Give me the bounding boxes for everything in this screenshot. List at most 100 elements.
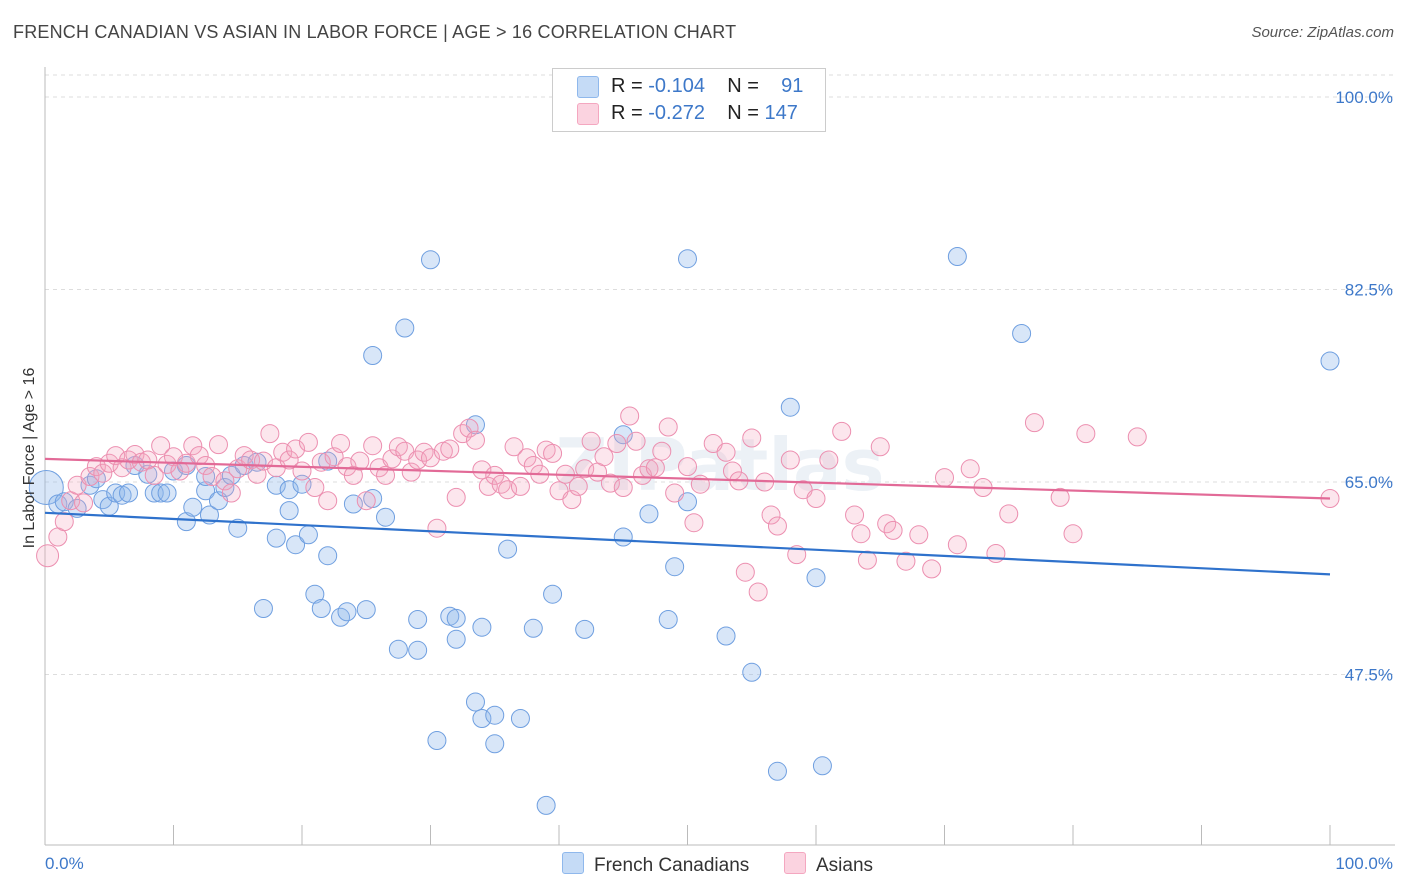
- y-tick-label: 47.5%: [1345, 666, 1393, 685]
- point-asians: [819, 450, 839, 470]
- point-asians: [427, 518, 447, 538]
- legend-r-value: -0.104: [648, 75, 705, 97]
- point-french-canadians: [183, 497, 203, 517]
- bottom-legend-label: Asians: [816, 855, 874, 876]
- point-french-canadians: [292, 474, 312, 494]
- point-asians: [446, 487, 466, 507]
- point-french-canadians: [472, 709, 492, 728]
- point-asians: [343, 465, 363, 485]
- y-axis-label: In Labor Force | Age > 16: [21, 368, 38, 549]
- point-french-canadians: [716, 626, 736, 646]
- point-asians: [678, 457, 697, 477]
- point-french-canadians: [465, 692, 485, 712]
- bottom-legend-label: French Canadians: [594, 855, 750, 876]
- point-asians: [1024, 413, 1044, 433]
- point-french-canadians: [157, 483, 177, 503]
- point-asians: [851, 524, 871, 544]
- point-french-canadians: [343, 494, 363, 514]
- legend-swatch-asians: [577, 103, 599, 125]
- point-french-canadians: [228, 518, 248, 538]
- point-asians: [735, 562, 755, 582]
- chart-title: FRENCH CANADIAN VS ASIAN IN LABOR FORCE …: [13, 22, 737, 42]
- point-french-canadians: [485, 734, 505, 754]
- point-french-canadians: [812, 756, 832, 776]
- point-asians: [221, 483, 241, 503]
- point-french-canadians: [388, 639, 408, 659]
- point-french-canadians: [665, 557, 685, 577]
- point-french-canadians: [575, 619, 595, 639]
- legend-r-label: R =: [611, 75, 643, 97]
- point-french-canadians: [176, 512, 196, 532]
- point-asians: [151, 436, 171, 456]
- point-asians: [684, 513, 704, 533]
- point-asians: [594, 447, 614, 467]
- point-asians: [748, 582, 768, 602]
- point-french-canadians: [510, 709, 530, 728]
- point-french-canadians: [780, 397, 800, 417]
- point-french-canadians: [151, 483, 171, 503]
- point-asians: [504, 437, 524, 457]
- x-tick-label: 100.0%: [1335, 854, 1393, 873]
- point-asians: [74, 493, 94, 513]
- point-asians: [54, 512, 74, 532]
- point-asians: [999, 504, 1019, 524]
- point-asians: [318, 491, 338, 511]
- point-french-canadians: [421, 250, 440, 270]
- point-asians: [767, 516, 787, 536]
- point-asians: [459, 418, 479, 438]
- point-asians: [465, 430, 485, 450]
- point-asians: [376, 465, 396, 485]
- trendline-asians: [44, 457, 1331, 500]
- point-french-canadians: [947, 247, 967, 266]
- point-asians: [575, 459, 595, 479]
- point-french-canadians: [658, 610, 678, 629]
- legend-swatch-french-canadians: [577, 76, 599, 98]
- point-asians: [1063, 524, 1083, 544]
- point-asians: [414, 442, 434, 462]
- stats-legend: R = -0.104 N = 91 R = -0.272 N = 147: [552, 68, 826, 132]
- point-french-canadians: [286, 535, 306, 555]
- point-asians: [260, 424, 280, 444]
- point-french-canadians: [196, 467, 216, 486]
- point-french-canadians: [485, 705, 505, 725]
- point-asians: [144, 465, 164, 485]
- point-asians: [806, 489, 826, 508]
- point-asians: [600, 473, 620, 493]
- point-asians: [543, 443, 563, 463]
- point-asians: [196, 456, 216, 475]
- point-asians: [761, 505, 781, 525]
- y-tick-label: 82.5%: [1345, 281, 1393, 300]
- point-asians: [626, 431, 646, 451]
- point-asians: [472, 460, 492, 480]
- legend-r-value: -0.272: [648, 102, 705, 124]
- y-tick-label: 100.0%: [1335, 88, 1393, 107]
- x-tick-label: 0.0%: [45, 854, 84, 873]
- trendline-french-canadians: [44, 511, 1331, 576]
- point-asians: [292, 461, 312, 481]
- source-label: Source: ZipAtlas.com: [1251, 24, 1394, 41]
- y-tick-label: 65.0%: [1345, 473, 1393, 492]
- point-asians: [960, 459, 980, 479]
- point-asians: [857, 550, 877, 570]
- point-french-canadians: [331, 607, 351, 627]
- point-asians: [845, 505, 865, 525]
- point-asians: [208, 435, 228, 455]
- point-asians: [498, 480, 518, 500]
- point-french-canadians: [806, 568, 826, 588]
- point-french-canadians: [311, 599, 331, 618]
- point-asians: [298, 432, 318, 452]
- point-french-canadians: [427, 731, 447, 750]
- point-french-canadians: [613, 527, 633, 547]
- point-french-canadians: [472, 617, 492, 637]
- legend-n-label: N =: [727, 75, 759, 97]
- point-asians: [1127, 427, 1147, 447]
- point-asians: [581, 431, 601, 451]
- point-asians: [279, 450, 299, 470]
- point-french-canadians: [253, 599, 273, 618]
- point-french-canadians: [298, 525, 318, 545]
- legend-n-value: 147: [764, 102, 798, 124]
- point-asians: [510, 476, 530, 496]
- point-french-canadians: [678, 249, 697, 269]
- point-asians: [716, 442, 736, 462]
- point-asians: [401, 462, 421, 482]
